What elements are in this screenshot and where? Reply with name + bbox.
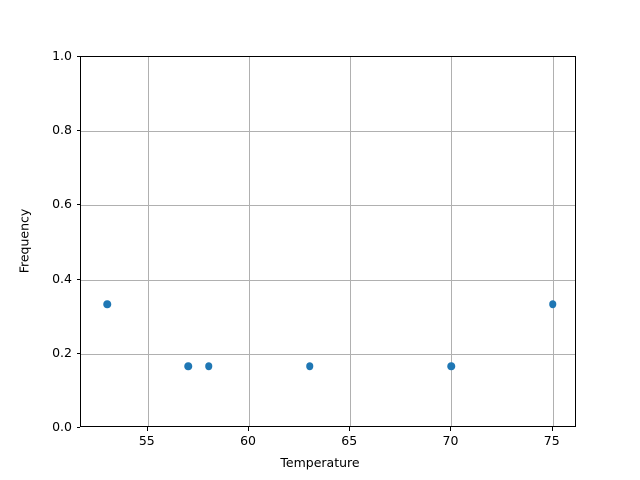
x-axis-tick-label: 65 — [341, 433, 358, 448]
x-axis-tick — [450, 427, 452, 431]
x-axis-label: Temperature — [280, 455, 360, 470]
gridline-vertical — [249, 57, 251, 426]
gridline-horizontal — [81, 131, 575, 133]
y-axis-tick — [76, 130, 80, 132]
x-axis-tick — [551, 427, 553, 431]
gridline-horizontal — [81, 279, 575, 281]
gridline-horizontal — [81, 205, 575, 207]
gridline-vertical — [147, 57, 149, 426]
y-axis-tick — [76, 56, 80, 57]
y-axis-label: Frequency — [16, 208, 32, 274]
y-axis-tick-label: 0.8 — [52, 122, 72, 138]
gridline-horizontal — [81, 353, 575, 355]
scatter-point — [184, 362, 193, 370]
y-axis-tick-label: 0.6 — [52, 196, 72, 212]
gridline-vertical — [451, 57, 453, 426]
scatter-point — [204, 362, 213, 370]
y-axis-tick — [76, 427, 80, 428]
scatter-point — [548, 300, 557, 309]
plot-axes-area — [80, 56, 576, 427]
x-axis-tick — [146, 427, 148, 431]
y-axis-tick — [76, 278, 80, 280]
x-axis-tick — [349, 427, 351, 431]
x-axis-tick-label: 60 — [240, 433, 256, 448]
y-axis-tick — [76, 352, 80, 354]
y-axis-tick-label: 0.0 — [52, 419, 72, 434]
scatter-point — [103, 300, 112, 309]
scatter-point — [447, 362, 456, 370]
x-axis-tick-label: 75 — [543, 433, 560, 448]
scatter-point — [306, 362, 314, 370]
y-axis-tick-label: 0.2 — [52, 344, 72, 360]
gridline-vertical — [552, 57, 554, 426]
gridline-vertical — [350, 57, 352, 426]
x-axis-tick — [248, 427, 250, 431]
x-axis-tick-label: 70 — [442, 433, 459, 448]
y-axis-tick — [76, 204, 80, 206]
x-axis-tick-label: 55 — [138, 433, 155, 448]
y-axis-tick-label: 0.4 — [52, 270, 72, 286]
y-axis-tick-label: 1.0 — [52, 48, 72, 63]
